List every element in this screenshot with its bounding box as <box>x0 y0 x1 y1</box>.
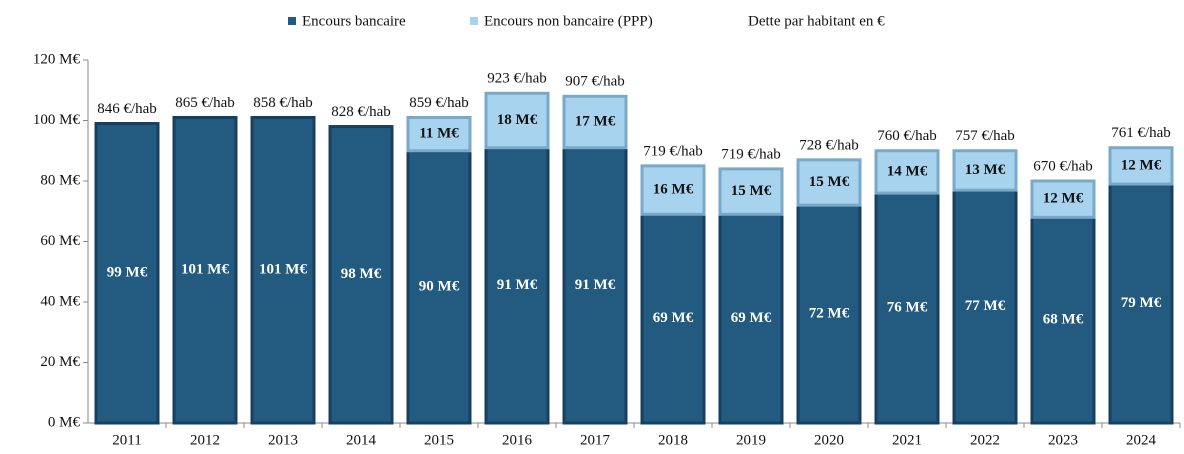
y-tick-label: 0 M€ <box>48 414 81 430</box>
bar-segment <box>1030 179 1096 219</box>
bar-value-label: 16 M€ <box>653 182 694 198</box>
bar-segment <box>1108 146 1174 186</box>
x-tick-label: 2015 <box>424 432 454 448</box>
bar-value-label: 68 M€ <box>1043 312 1084 328</box>
per-capita-label: 865 €/hab <box>175 95 235 111</box>
bar-segment <box>250 115 316 425</box>
x-tick-label: 2024 <box>1126 432 1157 448</box>
bar-value-label: 15 M€ <box>731 183 772 199</box>
x-tick-label: 2014 <box>346 432 377 448</box>
bar-value-label: 91 M€ <box>497 277 538 293</box>
x-tick-label: 2017 <box>580 432 611 448</box>
x-tick-label: 2013 <box>268 432 298 448</box>
bar-segment <box>172 115 238 425</box>
bar-segment <box>1108 182 1174 425</box>
bar-value-label: 98 M€ <box>341 266 382 282</box>
bar-value-label: 99 M€ <box>107 265 148 281</box>
per-capita-label: 757 €/hab <box>955 128 1015 144</box>
bar-segment <box>94 122 160 425</box>
per-capita-label: 846 €/hab <box>97 101 157 117</box>
y-tick-label: 120 M€ <box>33 51 81 67</box>
bar-segment <box>874 191 940 425</box>
bar-segment <box>562 94 628 150</box>
bar-value-label: 18 M€ <box>497 112 538 128</box>
legend-label: Dette par habitant en € <box>748 13 885 29</box>
bar-segment <box>406 149 472 425</box>
bar-value-label: 69 M€ <box>653 310 694 326</box>
bar-value-label: 91 M€ <box>575 277 616 293</box>
bar-segment <box>718 167 784 216</box>
y-tick-label: 100 M€ <box>33 112 81 128</box>
bar-segment <box>640 164 706 216</box>
bar-value-label: 14 M€ <box>887 163 928 179</box>
per-capita-label: 670 €/hab <box>1033 158 1093 174</box>
bar-value-label: 76 M€ <box>887 299 928 315</box>
x-tick-label: 2023 <box>1048 432 1078 448</box>
bar-value-label: 79 M€ <box>1121 295 1162 311</box>
bar-value-label: 12 M€ <box>1121 157 1162 173</box>
x-tick-label: 2011 <box>112 432 141 448</box>
per-capita-label: 719 €/hab <box>643 143 703 159</box>
x-tick-label: 2019 <box>736 432 766 448</box>
per-capita-label: 923 €/hab <box>487 71 547 87</box>
per-capita-label: 760 €/hab <box>877 128 937 144</box>
x-tick-label: 2016 <box>502 432 533 448</box>
y-tick-label: 40 M€ <box>40 293 80 309</box>
per-capita-label: 719 €/hab <box>721 146 781 162</box>
bar-segment <box>562 146 628 425</box>
bar-segment <box>328 125 394 425</box>
per-capita-label: 761 €/hab <box>1111 125 1171 141</box>
x-tick-label: 2022 <box>970 432 1000 448</box>
per-capita-label: 858 €/hab <box>253 95 313 111</box>
legend-marker <box>470 17 478 25</box>
bar-segment <box>406 115 472 153</box>
bar-value-label: 90 M€ <box>419 278 460 294</box>
bar-segment <box>484 91 550 150</box>
per-capita-label: 828 €/hab <box>331 104 391 120</box>
bar-value-label: 69 M€ <box>731 310 772 326</box>
bar-value-label: 12 M€ <box>1043 191 1084 207</box>
legend-label: Encours non bancaire (PPP) <box>484 13 653 29</box>
per-capita-label: 728 €/hab <box>799 137 859 153</box>
bar-value-label: 13 M€ <box>965 162 1006 178</box>
bar-value-label: 72 M€ <box>809 306 850 322</box>
bar-value-label: 101 M€ <box>259 262 307 278</box>
bar-segment <box>1030 215 1096 425</box>
y-tick-label: 60 M€ <box>40 233 80 249</box>
legend-label: Encours bancaire <box>302 13 406 29</box>
bar-segment <box>952 149 1018 192</box>
bar-value-label: 101 M€ <box>181 262 229 278</box>
x-tick-label: 2020 <box>814 432 844 448</box>
per-capita-label: 859 €/hab <box>409 95 469 111</box>
y-tick-label: 80 M€ <box>40 172 80 188</box>
bar-value-label: 15 M€ <box>809 174 850 190</box>
legend-marker <box>288 17 296 25</box>
x-tick-label: 2018 <box>658 432 688 448</box>
bar-value-label: 11 M€ <box>419 126 459 142</box>
bar-segment <box>796 158 862 207</box>
bar-segment <box>874 149 940 195</box>
per-capita-label: 907 €/hab <box>565 74 625 90</box>
bar-value-label: 17 M€ <box>575 113 616 129</box>
bar-segment <box>718 212 784 425</box>
bar-value-label: 77 M€ <box>965 298 1006 314</box>
x-tick-label: 2021 <box>892 432 922 448</box>
y-tick-label: 20 M€ <box>40 354 80 370</box>
x-tick-label: 2012 <box>190 432 220 448</box>
